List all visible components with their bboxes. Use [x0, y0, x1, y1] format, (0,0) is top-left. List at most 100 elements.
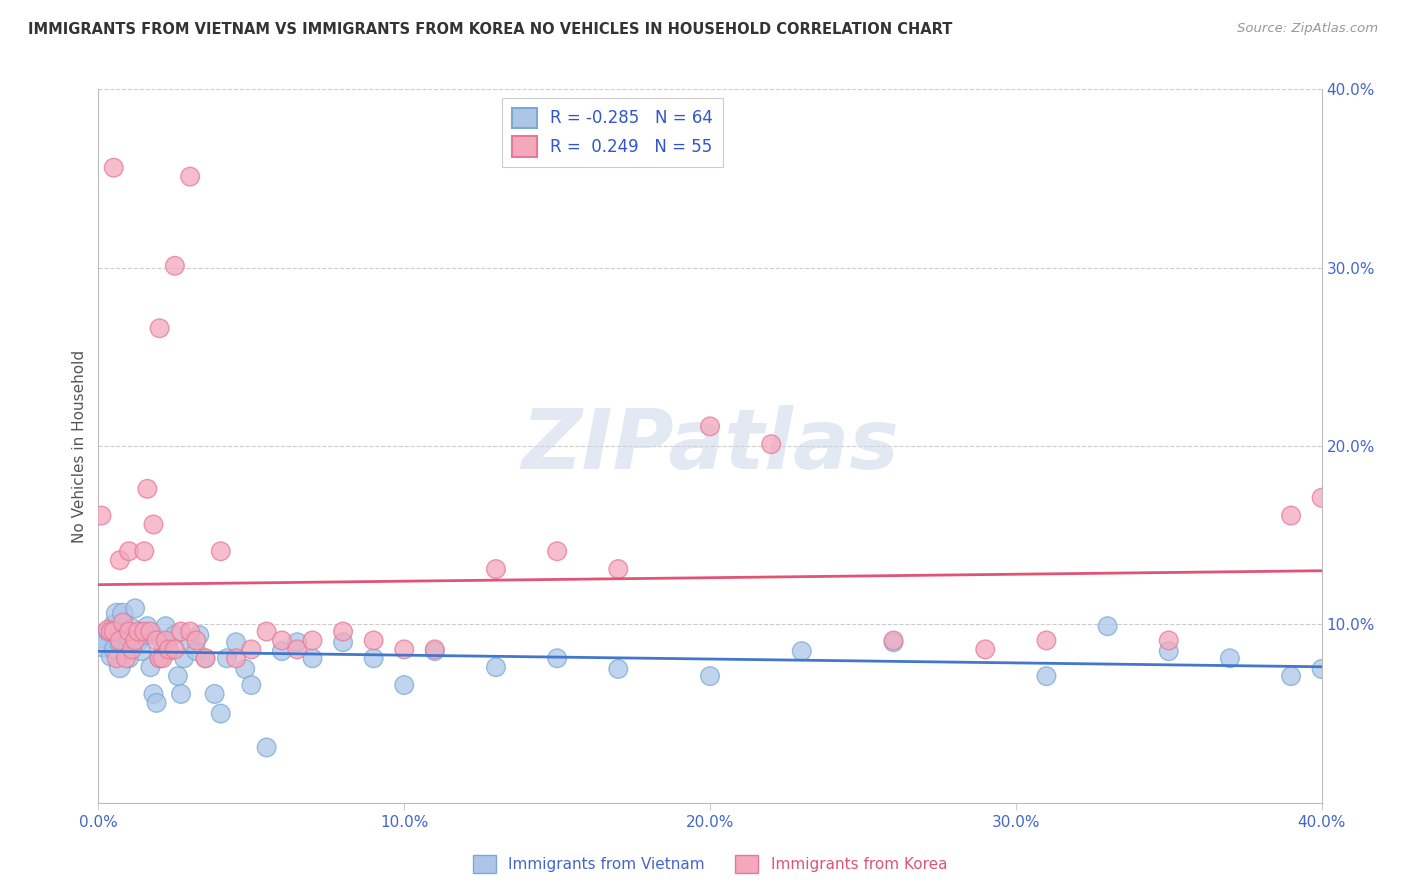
Point	[301, 633, 323, 648]
Point	[256, 740, 278, 755]
Point	[105, 607, 128, 621]
Point	[332, 635, 354, 649]
Point	[1310, 662, 1333, 676]
Point	[155, 619, 177, 633]
Point	[1310, 491, 1333, 505]
Point	[607, 662, 630, 676]
Point	[108, 633, 131, 648]
Point	[100, 649, 122, 664]
Point	[170, 624, 193, 639]
Point	[127, 624, 149, 639]
Point	[155, 633, 177, 648]
Point	[145, 633, 167, 648]
Point	[225, 635, 247, 649]
Point	[152, 651, 174, 665]
Point	[118, 624, 141, 639]
Point	[285, 635, 308, 649]
Text: Source: ZipAtlas.com: Source: ZipAtlas.com	[1237, 22, 1378, 36]
Point	[134, 628, 156, 642]
Point	[136, 619, 159, 633]
Point	[546, 651, 568, 665]
Point	[103, 161, 125, 175]
Point	[103, 642, 125, 657]
Point	[1035, 633, 1057, 648]
Legend: Immigrants from Vietnam, Immigrants from Korea: Immigrants from Vietnam, Immigrants from…	[465, 847, 955, 880]
Point	[90, 508, 112, 523]
Point	[179, 624, 201, 639]
Point	[149, 651, 172, 665]
Point	[759, 437, 782, 451]
Point	[118, 544, 141, 558]
Point	[423, 642, 446, 657]
Point	[173, 651, 195, 665]
Point	[1279, 508, 1302, 523]
Point	[186, 633, 208, 648]
Point	[127, 635, 149, 649]
Point	[179, 635, 201, 649]
Point	[142, 628, 165, 642]
Point	[790, 644, 813, 658]
Point	[108, 553, 131, 567]
Point	[170, 687, 193, 701]
Y-axis label: No Vehicles in Household: No Vehicles in Household	[72, 350, 87, 542]
Point	[118, 651, 141, 665]
Point	[100, 624, 122, 639]
Point	[485, 562, 508, 576]
Point	[392, 642, 416, 657]
Point	[111, 626, 134, 640]
Point	[152, 635, 174, 649]
Point	[225, 651, 247, 665]
Point	[1157, 644, 1180, 658]
Point	[111, 607, 134, 621]
Text: IMMIGRANTS FROM VIETNAM VS IMMIGRANTS FROM KOREA NO VEHICLES IN HOUSEHOLD CORREL: IMMIGRANTS FROM VIETNAM VS IMMIGRANTS FR…	[28, 22, 952, 37]
Point	[270, 644, 292, 658]
Point	[167, 669, 190, 683]
Point	[124, 626, 146, 640]
Point	[108, 660, 131, 674]
Point	[134, 544, 156, 558]
Point	[149, 321, 172, 335]
Point	[194, 651, 217, 665]
Point	[240, 642, 263, 657]
Point	[149, 651, 172, 665]
Point	[285, 642, 308, 657]
Point	[194, 651, 217, 665]
Point	[103, 624, 125, 639]
Point	[363, 633, 385, 648]
Point	[883, 633, 905, 648]
Point	[157, 644, 180, 658]
Point	[1157, 633, 1180, 648]
Point	[115, 644, 138, 658]
Text: ZIPatlas: ZIPatlas	[522, 406, 898, 486]
Point	[240, 678, 263, 692]
Point	[124, 601, 146, 615]
Point	[392, 678, 416, 692]
Point	[90, 632, 112, 646]
Point	[1219, 651, 1241, 665]
Point	[186, 644, 208, 658]
Point	[1279, 669, 1302, 683]
Point	[157, 642, 180, 657]
Point	[363, 651, 385, 665]
Point	[546, 544, 568, 558]
Point	[179, 169, 201, 184]
Point	[204, 687, 226, 701]
Point	[301, 651, 323, 665]
Point	[134, 624, 156, 639]
Point	[142, 517, 165, 532]
Point	[163, 628, 186, 642]
Point	[105, 651, 128, 665]
Point	[115, 651, 138, 665]
Point	[105, 626, 128, 640]
Point	[485, 660, 508, 674]
Point	[93, 635, 115, 649]
Point	[136, 482, 159, 496]
Point	[108, 637, 131, 651]
Point	[121, 621, 143, 635]
Point	[607, 562, 630, 576]
Point	[233, 662, 256, 676]
Point	[332, 624, 354, 639]
Point	[215, 651, 238, 665]
Point	[209, 706, 232, 721]
Point	[699, 419, 721, 434]
